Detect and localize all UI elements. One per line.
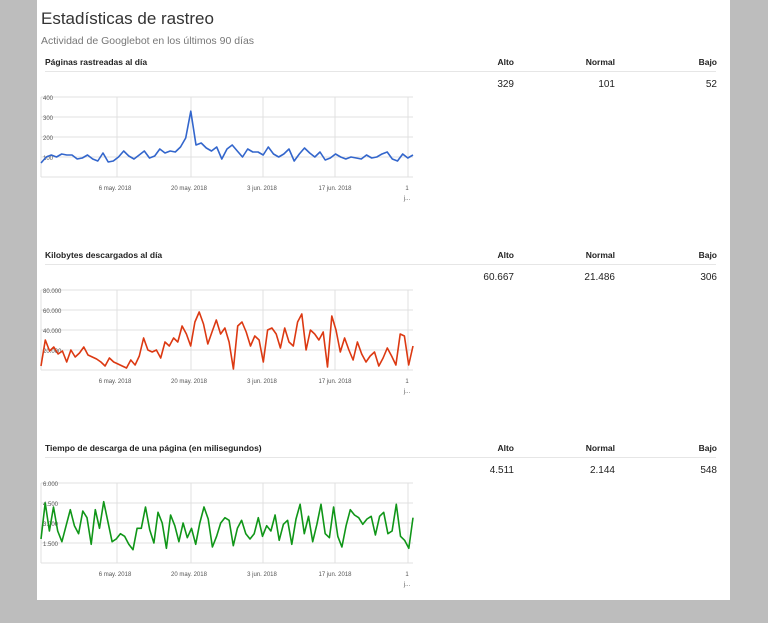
- section-divider: [45, 71, 716, 72]
- crawl-stats-page: Estadísticas de rastreo Actividad de Goo…: [37, 0, 730, 600]
- col-header-normal: Normal: [585, 250, 615, 260]
- series-line: [40, 311, 414, 370]
- x-tick-label: 3 jun. 2018: [247, 186, 277, 192]
- value-low: 306: [700, 272, 717, 283]
- kilobytes-section: Kilobytes descargados al día Alto Normal…: [37, 250, 730, 430]
- series-line: [40, 110, 414, 164]
- x-tick-label: j...: [403, 196, 411, 202]
- y-tick-label: 80.000: [43, 289, 62, 295]
- col-header-low: Bajo: [698, 250, 717, 260]
- x-tick-label: 6 may. 2018: [99, 379, 132, 385]
- y-tick-label: 300: [43, 116, 54, 122]
- value-normal: 101: [598, 79, 615, 90]
- page-title: Estadísticas de rastreo: [41, 9, 214, 28]
- download-time-section: Tiempo de descarga de una página (en mil…: [37, 443, 730, 623]
- value-low: 548: [700, 465, 717, 476]
- x-tick-label: 20 may. 2018: [171, 186, 208, 192]
- x-tick-label: 17 jun. 2018: [318, 186, 352, 192]
- value-high: 4.511: [489, 465, 514, 476]
- y-tick-label: 20.000: [43, 349, 62, 355]
- y-tick-label: 1.500: [43, 542, 59, 548]
- pages-crawled-section: Páginas rastreadas al día Alto Normal Ba…: [37, 57, 730, 237]
- col-header-normal: Normal: [585, 57, 615, 67]
- x-tick-label: 17 jun. 2018: [318, 572, 352, 578]
- col-header-high: Alto: [497, 57, 514, 67]
- x-tick-label: j...: [403, 582, 411, 588]
- x-tick-label: 6 may. 2018: [99, 186, 132, 192]
- section-divider: [45, 264, 716, 265]
- section-title: Kilobytes descargados al día: [45, 250, 163, 260]
- value-normal: 2.144: [589, 465, 615, 476]
- x-tick-label: 3 jun. 2018: [247, 379, 277, 385]
- col-header-low: Bajo: [698, 443, 717, 453]
- x-tick-label: 1: [405, 379, 409, 385]
- x-tick-label: 20 may. 2018: [171, 572, 208, 578]
- section-divider: [45, 457, 716, 458]
- value-normal: 21.486: [584, 272, 615, 283]
- y-tick-label: 40.000: [43, 329, 62, 335]
- x-tick-label: 6 may. 2018: [99, 572, 132, 578]
- x-tick-label: 1: [405, 186, 409, 192]
- y-tick-label: 60.000: [43, 309, 62, 315]
- col-header-high: Alto: [497, 250, 514, 260]
- value-high: 60.667: [483, 272, 514, 283]
- y-tick-label: 4.500: [43, 502, 59, 508]
- y-tick-label: 100: [43, 156, 54, 162]
- x-tick-label: j...: [403, 389, 411, 395]
- x-tick-label: 3 jun. 2018: [247, 572, 277, 578]
- page-subtitle: Actividad de Googlebot en los últimos 90…: [41, 35, 255, 47]
- y-tick-label: 400: [43, 96, 54, 102]
- x-tick-label: 20 may. 2018: [171, 379, 208, 385]
- section-title: Páginas rastreadas al día: [45, 57, 148, 67]
- x-tick-label: 1: [405, 572, 409, 578]
- pages-crawled-chart: 100 200 300 400 6 may. 2018 20 may. 2018 3 jun…: [40, 96, 414, 202]
- value-high: 329: [497, 79, 514, 90]
- y-tick-label: 200: [43, 136, 54, 142]
- col-header-high: Alto: [497, 443, 514, 453]
- y-tick-label: 6.000: [43, 482, 59, 488]
- value-low: 52: [705, 79, 717, 90]
- section-title: Tiempo de descarga de una página (en mil…: [45, 443, 262, 453]
- col-header-low: Bajo: [698, 57, 717, 67]
- kilobytes-chart: 20.000 40.000 60.000 80.000 6 may. 2018 20 ma…: [40, 289, 414, 395]
- x-tick-label: 17 jun. 2018: [318, 379, 352, 385]
- series-line: [40, 500, 414, 551]
- col-header-normal: Normal: [585, 443, 615, 453]
